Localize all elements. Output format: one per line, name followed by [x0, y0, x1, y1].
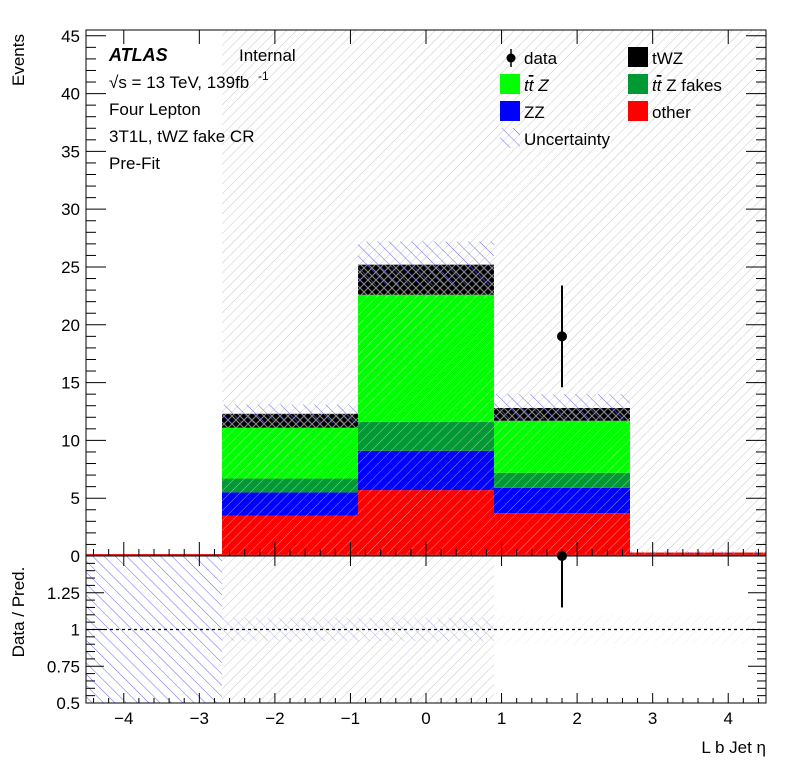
y-tick-label: 30 [61, 200, 80, 219]
y-tick-label: 40 [61, 85, 80, 104]
y-tick-label: 25 [61, 258, 80, 277]
legend-swatch-zz [500, 101, 520, 121]
uncertainty-backdrop-bin-4 [630, 30, 766, 556]
ratio-y-axis-title: Data / Pred. [9, 567, 28, 658]
y-tick-label: 0 [71, 547, 80, 566]
legend-label-zz: ZZ [524, 103, 545, 122]
y-axis-title: Events [9, 34, 28, 86]
y-tick-label: 20 [61, 316, 80, 335]
annotation-line-1: Four Lepton [109, 100, 201, 119]
legend-ttzf-tbar: t [657, 76, 663, 95]
ratio-y-tick-label: 1.25 [47, 584, 80, 603]
ratio-band-bin-2 [358, 617, 494, 642]
energy-main: √s = 13 TeV, 139fb [109, 73, 249, 92]
energy-exponent: -1 [258, 69, 269, 83]
legend-entry-twz: tWZ [628, 47, 683, 68]
uncertainty-band-bin-2 [358, 241, 494, 286]
legend-ttz-tbar: t [529, 76, 535, 95]
legend-label-data: data [524, 49, 558, 68]
bar-hatch-zz-bin-1 [222, 492, 358, 516]
bar-hatch-zz-bin-3 [494, 487, 630, 514]
annotation-block: ATLAS Internal √s = 13 TeV, 139fb -1 Fou… [108, 45, 296, 173]
x-tick-label: 3 [648, 709, 657, 728]
bar-hatch-ttz-bin-2 [358, 294, 494, 422]
legend-label-ttz-fakes: tt Z fakes [652, 76, 722, 95]
legend-swatch-other [628, 101, 648, 121]
bar-hatch-other-bin-3 [494, 513, 630, 556]
x-tick-label: −4 [114, 709, 133, 728]
legend-label-twz: tWZ [652, 49, 683, 68]
legend-ttz-t: t [524, 76, 530, 95]
legend: data tWZ tt Z tt Z fakes ZZ other [500, 47, 722, 149]
legend-entry-uncertainty: Uncertainty [500, 128, 610, 149]
bar-hatch-ttzfakes-bin-3 [494, 472, 630, 488]
y-tick-label: 45 [61, 27, 80, 46]
legend-ttz-z: Z [533, 76, 549, 95]
y-tick-label: 35 [61, 142, 80, 161]
legend-data-marker [506, 53, 516, 63]
legend-swatch-uncertainty [500, 128, 520, 148]
legend-label-uncertainty: Uncertainty [524, 130, 610, 149]
legend-entry-zz: ZZ [500, 101, 545, 122]
bar-hatch-ttz-bin-3 [494, 420, 630, 473]
legend-label-other: other [652, 103, 691, 122]
experiment-label: ATLAS [108, 45, 168, 65]
y-tick-label: 5 [71, 489, 80, 508]
legend-ttzf-t: t [652, 76, 658, 95]
legend-swatch-twz [628, 47, 648, 67]
ratio-y-tick-label: 0.75 [47, 657, 80, 676]
bar-hatch-zz-bin-2 [358, 450, 494, 491]
ratio-y-tick-label: 1 [71, 621, 80, 640]
legend-label-ttz: tt Z [524, 76, 549, 95]
x-tick-label: −2 [265, 709, 284, 728]
energy-label: √s = 13 TeV, 139fb -1 [109, 69, 269, 92]
bar-hatch-ttzfakes-bin-2 [358, 421, 494, 451]
uncertainty-band-bin-3 [494, 394, 630, 420]
y-tick-label: 15 [61, 374, 80, 393]
uncertainty-band-bin-1 [222, 404, 358, 424]
x-tick-label: 2 [572, 709, 581, 728]
x-tick-label: 0 [421, 709, 430, 728]
x-tick-label: −3 [190, 709, 209, 728]
legend-swatch-ttz [500, 74, 520, 94]
annotation-line-3: Pre-Fit [109, 154, 160, 173]
y-tick-label: 10 [61, 431, 80, 450]
legend-entry-ttz: tt Z [500, 74, 549, 95]
data-point-bin-3 [557, 331, 567, 342]
legend-entry-ttz-fakes: tt Z fakes [628, 74, 722, 95]
bar-hatch-ttzfakes-bin-1 [222, 478, 358, 493]
legend-swatch-ttz-fakes [628, 74, 648, 94]
legend-entry-data: data [506, 49, 558, 68]
x-axis-title: L b Jet η [701, 738, 766, 757]
x-tick-label: 1 [497, 709, 506, 728]
x-tick-label: −1 [341, 709, 360, 728]
status-label: Internal [239, 46, 296, 65]
annotation-line-2: 3T1L, tWZ fake CR [109, 127, 254, 146]
x-tick-label: 4 [723, 709, 732, 728]
ratio-y-tick-label: 0.5 [56, 694, 80, 713]
legend-ttzf-rest: Z fakes [661, 76, 721, 95]
legend-entry-other: other [628, 101, 691, 122]
bar-hatch-ttz-bin-1 [222, 427, 358, 479]
